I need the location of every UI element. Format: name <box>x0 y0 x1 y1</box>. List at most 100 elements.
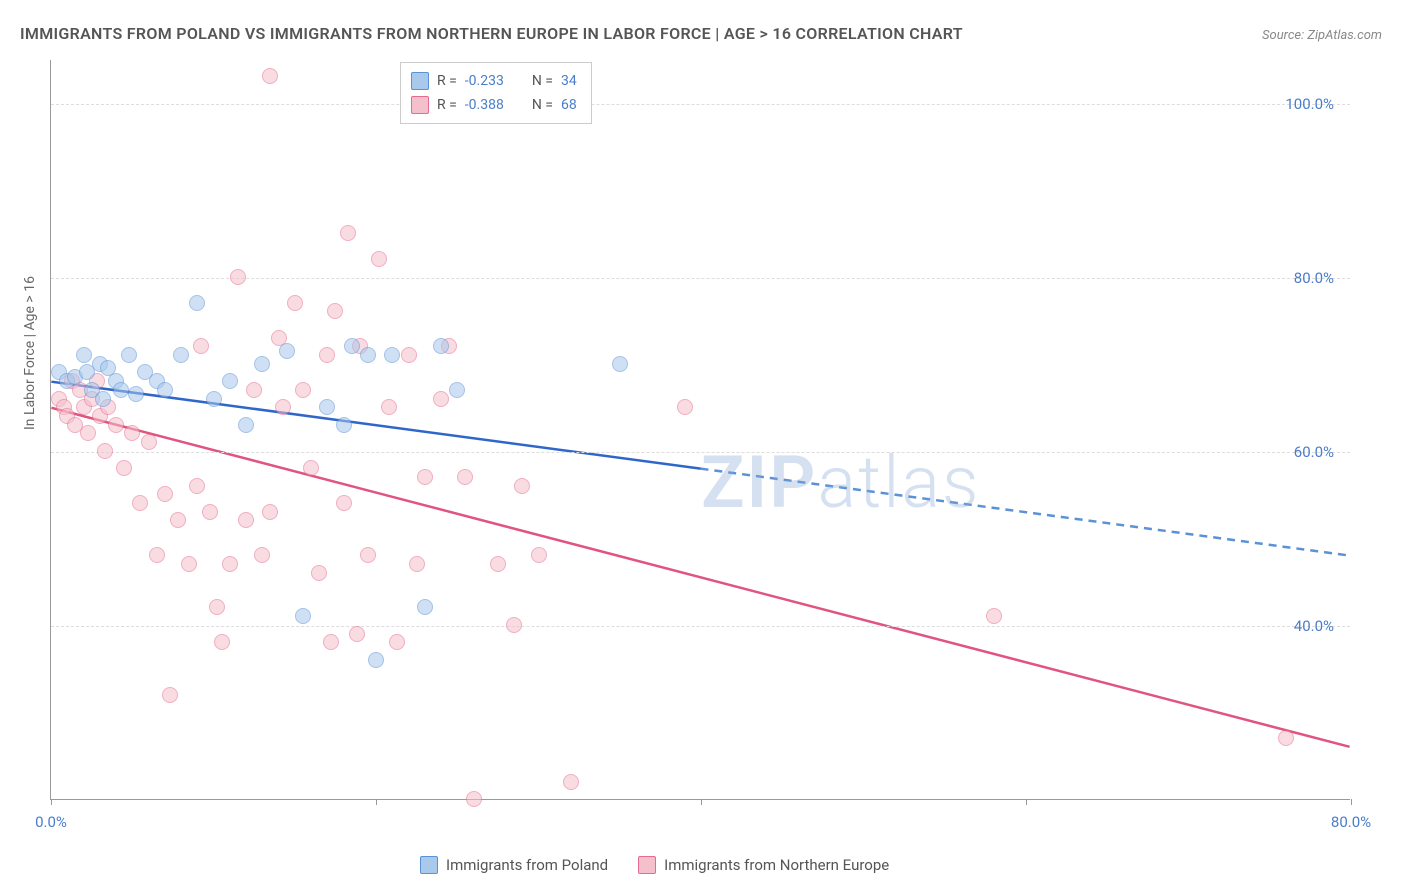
scatter-point <box>336 495 352 511</box>
gridline-h <box>51 104 1350 105</box>
bottom-swatch-neurope <box>638 856 656 874</box>
n-label: N = <box>532 97 553 113</box>
trend-line <box>51 408 1349 747</box>
scatter-point <box>986 608 1002 624</box>
n-value-poland: 34 <box>561 73 577 89</box>
scatter-point <box>1278 730 1294 746</box>
trend-line <box>701 469 1350 556</box>
x-tick-label: 0.0% <box>35 813 67 831</box>
scatter-point <box>449 382 465 398</box>
scatter-point <box>128 386 144 402</box>
scatter-point <box>230 269 246 285</box>
n-label: N = <box>532 73 553 89</box>
scatter-point <box>222 556 238 572</box>
scatter-point <box>254 547 270 563</box>
source-label: Source: ZipAtlas.com <box>1262 28 1382 43</box>
bottom-legend-poland: Immigrants from Poland <box>420 856 608 874</box>
bottom-legend-neurope: Immigrants from Northern Europe <box>638 856 889 874</box>
scatter-point <box>401 347 417 363</box>
r-label: R = <box>437 73 457 89</box>
r-label: R = <box>437 97 457 113</box>
scatter-point <box>76 347 92 363</box>
chart-title: IMMIGRANTS FROM POLAND VS IMMIGRANTS FRO… <box>20 24 963 43</box>
scatter-point <box>433 391 449 407</box>
scatter-point <box>170 512 186 528</box>
scatter-point <box>531 547 547 563</box>
scatter-point <box>149 547 165 563</box>
scatter-point <box>319 399 335 415</box>
scatter-point <box>563 774 579 790</box>
y-tick-label: 80.0% <box>1294 269 1334 287</box>
scatter-point <box>124 425 140 441</box>
x-tick-mark <box>51 799 52 805</box>
r-value-poland: -0.233 <box>465 73 504 89</box>
scatter-point <box>157 382 173 398</box>
bottom-legend-label-neurope: Immigrants from Northern Europe <box>664 856 889 874</box>
scatter-point <box>311 565 327 581</box>
scatter-point <box>389 634 405 650</box>
scatter-point <box>108 417 124 433</box>
trend-line <box>51 382 700 469</box>
scatter-point <box>466 791 482 807</box>
r-value-neurope: -0.388 <box>465 97 504 113</box>
legend-swatch-poland <box>411 72 429 90</box>
n-value-neurope: 68 <box>561 97 577 113</box>
scatter-point <box>238 512 254 528</box>
scatter-point <box>181 556 197 572</box>
scatter-point <box>116 460 132 476</box>
legend-swatch-neurope <box>411 96 429 114</box>
correlation-legend: R = -0.233 N = 34 R = -0.388 N = 68 <box>400 62 592 124</box>
scatter-point <box>157 486 173 502</box>
scatter-point <box>327 303 343 319</box>
bottom-legend: Immigrants from Poland Immigrants from N… <box>420 856 889 874</box>
y-tick-label: 100.0% <box>1285 95 1334 113</box>
gridline-h <box>51 626 1350 627</box>
scatter-point <box>222 373 238 389</box>
scatter-point <box>95 391 111 407</box>
y-tick-label: 60.0% <box>1294 443 1334 461</box>
scatter-point <box>371 251 387 267</box>
scatter-point <box>113 382 129 398</box>
scatter-point <box>319 347 335 363</box>
x-tick-mark <box>1026 799 1027 805</box>
scatter-point <box>279 343 295 359</box>
scatter-point <box>238 417 254 433</box>
scatter-point <box>121 347 137 363</box>
scatter-point <box>262 504 278 520</box>
y-axis-title: In Labor Force | Age > 16 <box>22 276 38 430</box>
legend-row-poland: R = -0.233 N = 34 <box>411 69 577 93</box>
scatter-point <box>490 556 506 572</box>
scatter-point <box>303 460 319 476</box>
scatter-point <box>340 225 356 241</box>
x-tick-mark <box>1351 799 1352 805</box>
watermark: ZIPatlas <box>701 440 981 525</box>
scatter-point <box>409 556 425 572</box>
x-tick-mark <box>701 799 702 805</box>
scatter-point <box>287 295 303 311</box>
scatter-point <box>262 68 278 84</box>
scatter-point <box>254 356 270 372</box>
bottom-legend-label-poland: Immigrants from Poland <box>446 856 608 874</box>
watermark-suffix: atlas <box>817 440 980 525</box>
scatter-point <box>457 469 473 485</box>
scatter-point <box>514 478 530 494</box>
scatter-point <box>193 338 209 354</box>
scatter-point <box>612 356 628 372</box>
scatter-point <box>360 547 376 563</box>
scatter-point <box>97 443 113 459</box>
scatter-point <box>162 687 178 703</box>
scatter-point <box>368 652 384 668</box>
scatter-point <box>349 626 365 642</box>
scatter-point <box>80 425 96 441</box>
scatter-point <box>360 347 376 363</box>
scatter-point <box>344 338 360 354</box>
x-tick-mark <box>376 799 377 805</box>
scatter-point <box>246 382 262 398</box>
scatter-point <box>206 391 222 407</box>
scatter-point <box>295 608 311 624</box>
scatter-point <box>189 478 205 494</box>
scatter-point <box>141 434 157 450</box>
gridline-h <box>51 278 1350 279</box>
scatter-point <box>189 295 205 311</box>
scatter-point <box>433 338 449 354</box>
